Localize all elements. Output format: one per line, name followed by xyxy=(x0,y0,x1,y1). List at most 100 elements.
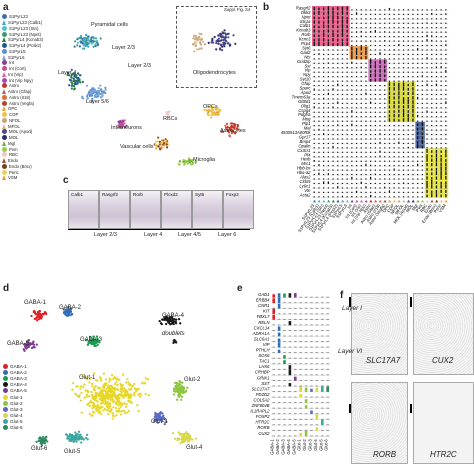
panel-e-bar xyxy=(277,297,281,304)
panel-b-bar xyxy=(421,173,423,176)
panel-b-bar xyxy=(341,151,344,153)
scatter-d-point xyxy=(40,444,44,447)
panel-e-bar xyxy=(272,307,275,309)
panel-a-legend: S1PyrL23 S1PyrL23 (Calb1) S1PyrL23 (Stn) S1… xyxy=(2,14,54,181)
scatter-d-point xyxy=(138,395,142,398)
panel-b-bar xyxy=(323,125,325,127)
scatter-a-point xyxy=(182,158,185,162)
scatter-d-point xyxy=(85,433,89,437)
panel-e-bar xyxy=(283,335,286,337)
panel-e-gene-label: GRIK1 xyxy=(257,375,270,380)
panel-e-bar xyxy=(294,363,297,365)
panel-b-bar xyxy=(426,22,428,24)
panel-e-bar xyxy=(321,407,324,409)
scatter-d-point xyxy=(108,380,111,383)
panel-e-bar xyxy=(326,435,329,437)
panel-b-bar xyxy=(445,111,447,113)
panel-b-bar xyxy=(332,58,334,60)
panel-b-bar xyxy=(374,27,376,29)
scatter-d-point xyxy=(89,377,92,381)
scatter-a-point xyxy=(118,121,121,124)
panel-b-bar xyxy=(337,111,339,113)
scatter-d-point xyxy=(27,339,30,342)
panel-b-bar xyxy=(398,18,400,20)
panel-b-bar xyxy=(337,101,339,104)
panel-e-bar xyxy=(304,313,308,315)
panel-b-bar xyxy=(435,58,438,60)
panel-b-bar xyxy=(440,189,442,193)
panel-b-bar xyxy=(337,169,339,171)
panel-b-bar xyxy=(393,133,395,136)
panel-b-bar xyxy=(327,53,329,55)
scatter-d-point xyxy=(153,418,156,421)
panel-b-bar xyxy=(412,113,414,118)
panel-b-gene-label: Mal xyxy=(304,126,312,131)
scatter-d-point xyxy=(74,435,77,438)
panel-e-gene-label: SLC17A7 xyxy=(252,386,271,391)
panel-b-bar xyxy=(313,34,315,38)
panel-b-bar xyxy=(323,102,325,104)
panel-b-bar xyxy=(445,89,447,91)
panel-e-bar xyxy=(288,330,292,331)
scatter-a-point xyxy=(164,138,167,141)
panel-b-bar xyxy=(407,196,409,198)
scatter-d-point xyxy=(86,438,89,441)
panel-b-bar xyxy=(440,129,442,131)
scatter-d-point xyxy=(186,440,190,443)
panel-b-bar xyxy=(370,194,372,198)
legend-a-swatch xyxy=(2,140,6,146)
scatter-d-point xyxy=(93,397,96,400)
panel-b-bar xyxy=(365,71,367,73)
panel-b-bar xyxy=(318,25,320,29)
label-layer-56: Layer 5/6 xyxy=(86,99,109,105)
panel-e-bar xyxy=(326,429,329,431)
scatter-d-point xyxy=(87,390,90,393)
label-c-layer-4: Layer 4 xyxy=(144,232,163,238)
panel-b-bar xyxy=(323,33,325,38)
panel-b-bar xyxy=(379,165,381,167)
panel-b-bar xyxy=(332,133,334,136)
legend-a-item: MFOL xyxy=(2,123,54,129)
panel-e-bar xyxy=(283,435,286,437)
panel-b-bar xyxy=(435,83,438,87)
ish-strip-gene-label: Rasgrf2 xyxy=(102,192,119,197)
panel-b-bar xyxy=(337,6,339,11)
panel-b-bar xyxy=(360,138,362,140)
panel-b-bar xyxy=(370,187,372,189)
panel-e-bar xyxy=(315,427,319,431)
panel-b-bar xyxy=(346,142,348,144)
panel-e-bar xyxy=(277,435,281,437)
panel-b-bar xyxy=(426,31,428,33)
panel-b-bar xyxy=(421,98,423,100)
panel-b-bar xyxy=(355,89,358,91)
panel-e-bar xyxy=(294,307,297,309)
panel-e-bar xyxy=(299,363,302,365)
panel-b-bar xyxy=(393,101,395,104)
panel-b-bar xyxy=(426,157,428,162)
panel-b-bar xyxy=(341,19,344,24)
scatter-a-point xyxy=(119,124,122,127)
panel-b-column-label: MOL xyxy=(405,203,415,214)
panel-b-bar xyxy=(351,46,353,51)
scatter-d-point xyxy=(80,435,83,439)
panel-b-bar xyxy=(327,147,329,149)
panel-e-bar xyxy=(272,335,275,337)
panel-b-bar xyxy=(431,80,433,82)
panel-e-bar xyxy=(294,385,297,387)
panel-b-bar xyxy=(435,176,438,180)
panel-b-bar xyxy=(374,18,376,20)
panel-e-bar xyxy=(283,379,286,381)
panel-b-bar xyxy=(313,25,315,29)
label-layer-23-a: Layer 2/3 xyxy=(112,45,135,51)
panel-b-bar xyxy=(421,140,423,144)
scatter-a-point xyxy=(162,139,165,142)
panel-e-bar xyxy=(299,424,302,426)
panel-b-bar xyxy=(440,116,442,118)
label-layer-vi: Layer VI xyxy=(338,348,363,355)
legend-a-label: Astro (Gfap) xyxy=(8,89,32,95)
panel-b-bar xyxy=(365,89,367,91)
panel-e-bar xyxy=(272,407,275,409)
panel-b-bar xyxy=(332,38,334,42)
panel-b-bar xyxy=(337,124,339,127)
panel-e-bar xyxy=(283,429,286,431)
